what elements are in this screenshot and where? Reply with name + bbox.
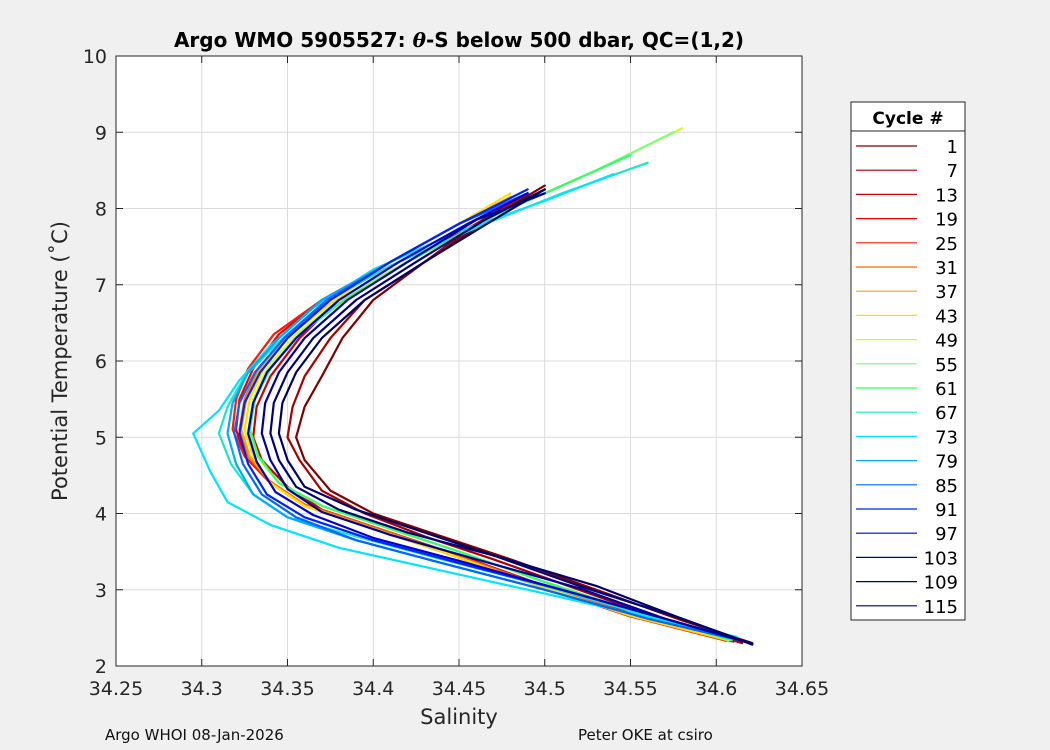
x-tick-label: 34.5 — [524, 678, 566, 700]
series-line-cycle-103 — [260, 192, 752, 645]
y-tick-label: 7 — [95, 275, 107, 297]
legend-label-cycle-79: 79 — [935, 452, 958, 473]
legend-label-cycle-91: 91 — [935, 500, 958, 521]
title-suffix: -S below 500 dbar, QC=(1,2) — [426, 28, 744, 52]
title-prefix: Argo WMO 5905527: — [174, 28, 413, 52]
legend-label-cycle-115: 115 — [924, 597, 958, 618]
axis-ticks: 34.25 34.3 34.35 34.4 34.45 34.5 34.55 34.6 34.6… — [83, 46, 829, 700]
footer-left: Argo WHOI 08-Jan-2026 — [105, 726, 284, 744]
title-theta: θ — [413, 28, 427, 52]
y-tick-label: 10 — [83, 46, 107, 68]
legend-label-cycle-31: 31 — [935, 258, 958, 279]
y-tick-label: 5 — [95, 427, 107, 449]
x-tick-label: 34.4 — [352, 678, 394, 700]
y-tick-label: 4 — [95, 504, 107, 526]
x-tick-label: 34.35 — [260, 678, 314, 700]
x-tick-label: 34.25 — [89, 678, 143, 700]
legend: Cycle # 1 7 13 19 25 31 37 43 49 55 61 67 73 79 85 91 97… — [850, 101, 966, 621]
legend-label-cycle-19: 19 — [935, 210, 958, 231]
legend-label-cycle-103: 103 — [924, 548, 958, 569]
y-tick-label: 9 — [95, 122, 107, 144]
legend-label-cycle-109: 109 — [924, 573, 958, 594]
x-tick-label: 34.6 — [695, 678, 737, 700]
legend-label-cycle-25: 25 — [935, 234, 958, 255]
x-axis-label: Salinity — [420, 705, 498, 729]
legend-label-cycle-55: 55 — [935, 355, 958, 376]
legend-label-cycle-85: 85 — [935, 476, 958, 497]
legend-label-cycle-7: 7 — [947, 161, 958, 182]
x-tick-label: 34.45 — [432, 678, 486, 700]
y-tick-label: 8 — [95, 199, 107, 221]
y-tick-label: 2 — [95, 656, 107, 678]
series-lines — [192, 127, 754, 646]
y-tick-label: 6 — [95, 351, 107, 373]
series-line-cycle-1 — [295, 184, 754, 645]
x-tick-label: 34.3 — [181, 678, 223, 700]
x-tick-label: 34.55 — [603, 678, 657, 700]
legend-label-cycle-37: 37 — [935, 282, 958, 303]
legend-items: 1 7 13 19 25 31 37 43 49 55 61 67 73 79 85 91 97 103 109 11… — [856, 137, 958, 618]
y-tick-label: 3 — [95, 580, 107, 602]
series-line-cycle-115 — [277, 188, 754, 646]
x-tick-label: 34.65 — [775, 678, 829, 700]
legend-label-cycle-67: 67 — [935, 403, 958, 424]
legend-title: Cycle # — [872, 109, 943, 129]
chart-title: Argo WMO 5905527: θ-S below 500 dbar, QC… — [174, 28, 744, 52]
legend-label-cycle-61: 61 — [935, 379, 958, 400]
legend-label-cycle-43: 43 — [935, 306, 958, 327]
series-line-cycle-109 — [269, 188, 754, 646]
series-line-cycle-97 — [247, 192, 750, 644]
legend-label-cycle-73: 73 — [935, 427, 958, 448]
legend-label-cycle-97: 97 — [935, 524, 958, 545]
legend-label-cycle-13: 13 — [935, 185, 958, 206]
y-axis-label: Potential Temperature (˚C) — [48, 221, 72, 501]
footer-right: Peter OKE at csiro — [578, 726, 713, 744]
series-line-cycle-91 — [238, 188, 749, 644]
legend-label-cycle-49: 49 — [935, 331, 958, 352]
legend-label-cycle-1: 1 — [947, 137, 958, 158]
